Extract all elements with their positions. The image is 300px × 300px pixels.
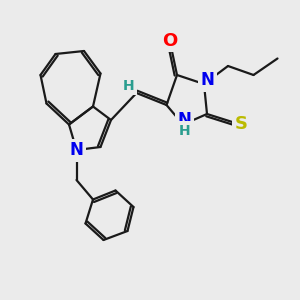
Text: N: N — [201, 71, 214, 89]
Text: H: H — [123, 80, 135, 93]
Text: S: S — [235, 116, 248, 134]
Text: N: N — [178, 111, 191, 129]
Text: O: O — [162, 32, 177, 50]
Text: N: N — [70, 141, 83, 159]
Text: H: H — [179, 124, 190, 137]
